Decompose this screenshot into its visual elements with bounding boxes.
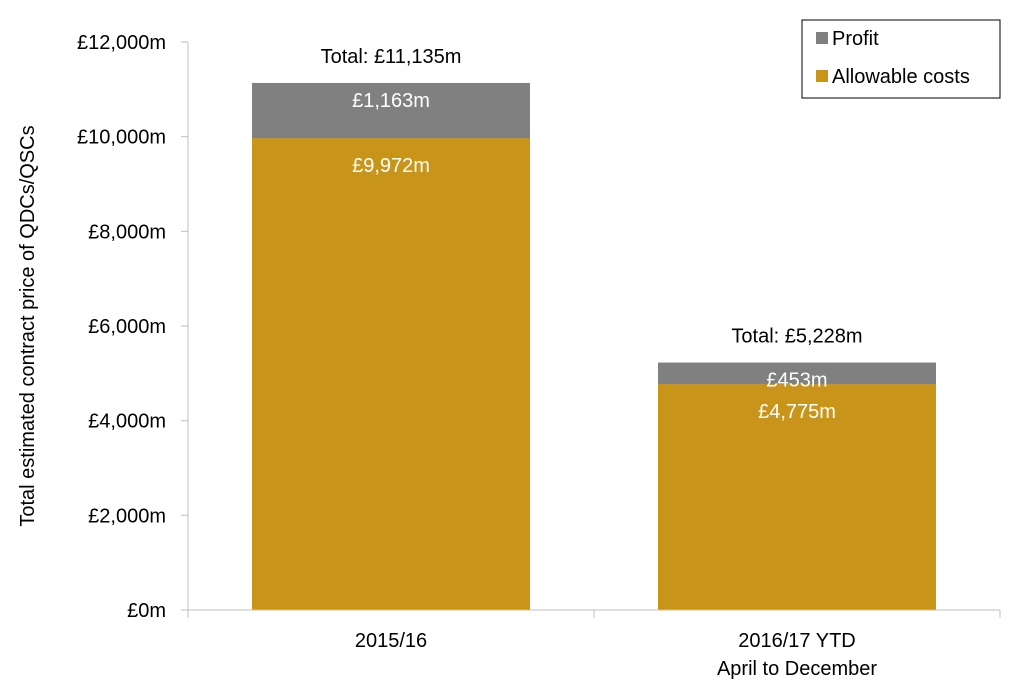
legend-box	[801, 19, 1001, 99]
legend-swatch	[816, 70, 828, 82]
x-category-label: April to December	[717, 658, 877, 680]
axes-group	[187, 42, 1001, 618]
bar-segment-profit	[252, 82, 530, 138]
y-tick-label: £0m	[127, 600, 166, 622]
y-tick-label: £8,000m	[88, 221, 166, 243]
bar-data-label: £453m	[766, 370, 827, 392]
bar-segment-allowable-costs	[252, 137, 530, 610]
legend-label: Allowable costs	[832, 66, 970, 88]
bar-data-label: £9,972m	[352, 155, 430, 177]
category-labels: 2015/16 2016/17 YTD April to December	[355, 630, 878, 680]
bar-segment-profit	[658, 362, 936, 384]
bar-total-label: Total: £11,135m	[321, 46, 462, 68]
y-tick-label: £10,000m	[77, 127, 166, 149]
y-tick-label: £12,000m	[77, 32, 166, 54]
y-tick-label: £6,000m	[88, 316, 166, 338]
bar-total-label: Total: £5,228m	[731, 326, 862, 348]
legend-swatch	[816, 32, 828, 44]
y-tick-label: £2,000m	[88, 505, 166, 527]
legend-label: Profit	[832, 28, 879, 50]
x-category-label: 2015/16	[355, 630, 427, 652]
bar-data-label: £1,163m	[352, 90, 430, 112]
x-category-label: 2016/17 YTD	[738, 630, 856, 652]
y-axis-title: Total estimated contract price of QDCs/Q…	[17, 125, 39, 526]
legend: Profit Allowable costs	[801, 19, 1001, 99]
y-axis-ticks: £0m £2,000m £4,000m £6,000m £8,000m £10,000m £…	[77, 32, 188, 622]
y-axis-title-group: Total estimated contract price of QDCs/Q…	[17, 125, 39, 526]
y-tick-label: £4,000m	[88, 411, 166, 433]
bar-segment-allowable-costs	[658, 383, 936, 610]
bars-group: £9,972m £1,163m Total: £11,135m £4,775m £453…	[252, 46, 936, 610]
bar-data-label: £4,775m	[758, 401, 836, 423]
